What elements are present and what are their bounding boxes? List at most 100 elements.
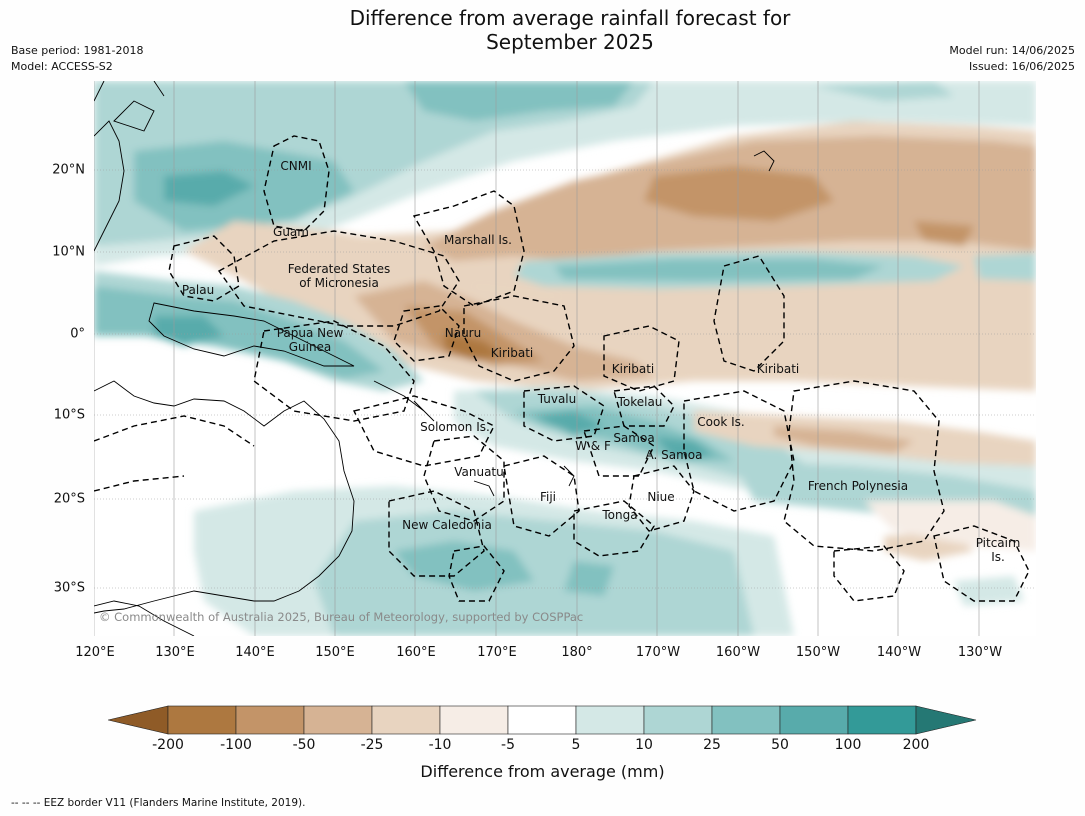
meta-right: Model run: 14/06/2025 Issued: 16/06/2025 — [949, 43, 1075, 75]
title-line-1: Difference from average rainfall forecas… — [349, 6, 791, 30]
base-period: Base period: 1981-2018 — [11, 44, 144, 57]
colorbar-tick-label: 5 — [571, 737, 581, 753]
lon-label-120e: 120°E — [75, 645, 115, 660]
colorbar-cells — [108, 705, 977, 735]
label-pitcairn-2: Is. — [991, 550, 1005, 564]
label-png-2: Guinea — [289, 340, 332, 354]
eez-palau — [168, 235, 240, 302]
model-name: Model: ACCESS-S2 — [11, 60, 113, 73]
coast-solomon — [373, 380, 435, 422]
label-palau: Palau — [182, 283, 214, 297]
colorbar-cell — [575, 705, 645, 735]
colorbar-tick-label: 10 — [635, 737, 653, 753]
meta-left: Base period: 1981-2018 Model: ACCESS-S2 — [11, 43, 143, 75]
lon-label-160e: 160°E — [396, 645, 436, 660]
label-solomon: Solomon Is. — [420, 420, 490, 434]
colorbar-cell — [847, 705, 917, 735]
label-american-samoa: A. Samoa — [646, 448, 703, 462]
colorbar-cell — [167, 705, 237, 735]
issued-date: Issued: 16/06/2025 — [968, 60, 1075, 73]
lon-label-160w: 160°W — [715, 645, 761, 660]
colorbar-cell — [507, 705, 577, 735]
eez-kiribati-east — [713, 255, 785, 372]
colorbar-tick-label: -100 — [220, 737, 252, 753]
label-pitcairn-1: Pitcairn — [976, 536, 1021, 550]
model-run: Model run: 14/06/2025 — [949, 44, 1075, 57]
lat-label-30s: 30°S — [53, 580, 85, 596]
eez-cnmi — [263, 135, 330, 232]
eez-norfolk — [448, 545, 505, 602]
label-french-polynesia: French Polynesia — [808, 479, 908, 493]
colorbar-cell — [371, 705, 441, 735]
label-kiribati-central: Kiribati — [612, 362, 654, 376]
eez-nauru — [393, 305, 460, 362]
label-niue: Niue — [647, 490, 674, 504]
eez-fiji — [503, 455, 580, 537]
label-tuvalu: Tuvalu — [537, 392, 577, 406]
colorbar-extend-high — [915, 705, 977, 735]
label-samoa: Samoa — [613, 431, 654, 445]
label-tonga: Tonga — [601, 508, 637, 522]
eez-tonga — [573, 500, 655, 557]
colorbar-tick-label: -200 — [152, 737, 184, 753]
anomaly-field — [94, 81, 1036, 636]
label-wf: W & F — [575, 439, 611, 453]
label-vanuatu: Vanuatu — [454, 465, 504, 479]
coast-hawaii — [753, 150, 775, 172]
lat-label-10n: 10°N — [52, 244, 85, 260]
coast-philippines — [94, 120, 125, 252]
colorbar — [108, 705, 977, 735]
label-fsm-2: of Micronesia — [299, 276, 379, 290]
colorbar-cell — [303, 705, 373, 735]
label-cook: Cook Is. — [697, 415, 744, 429]
coast-australia — [94, 380, 355, 614]
eez-cook — [683, 390, 795, 512]
eez-legend: -- -- -- EEZ border V11 (Flanders Marine… — [11, 797, 306, 809]
colorbar-extend-low — [108, 705, 169, 735]
copyright-text: © Commonwealth of Australia 2025, Bureau… — [99, 610, 583, 624]
colorbar-tick-label: 100 — [834, 737, 862, 753]
coast-new-guinea — [148, 302, 355, 367]
eez-fsm — [217, 230, 460, 327]
lat-label-10s: 10°S — [53, 407, 85, 423]
lat-label-eq: 0° — [70, 326, 85, 342]
lon-label-140w: 140°W — [876, 645, 922, 660]
eez-tuvalu — [523, 385, 605, 442]
label-kiribati-west: Kiribati — [491, 346, 533, 360]
eez-pitcairn — [933, 525, 1030, 602]
label-guam: Guam — [273, 225, 309, 239]
eez-australia — [94, 415, 255, 492]
eez-niue — [628, 465, 695, 532]
lon-label-180: 180° — [561, 645, 593, 660]
colorbar-tick-label: -10 — [428, 737, 452, 753]
lat-label-20s: 20°S — [53, 491, 85, 507]
eez-png — [253, 320, 415, 422]
lon-label-130w: 130°W — [957, 645, 1003, 660]
rainfall-map: CNMI Guam Marshall Is. Federated States … — [94, 81, 1036, 636]
label-png-1: Papua New — [277, 326, 344, 340]
place-labels: CNMI Guam Marshall Is. Federated States … — [182, 159, 1020, 564]
eez-french-polynesia — [783, 380, 945, 552]
eez-tokelau — [613, 385, 675, 427]
coastlines — [94, 81, 775, 636]
colorbar-tick-label: 200 — [902, 737, 930, 753]
label-fiji: Fiji — [540, 490, 556, 504]
eez-southern-polynesia — [833, 545, 905, 602]
eez-kiribati-central — [603, 325, 680, 392]
coast-north-islands — [94, 81, 165, 132]
colorbar-cell — [235, 705, 305, 735]
coast-small-islands — [473, 465, 575, 497]
colorbar-cell — [643, 705, 713, 735]
eez-vanuatu — [423, 435, 505, 522]
label-tokelau: Tokelau — [617, 395, 663, 409]
title-line-2: September 2025 — [486, 30, 654, 54]
colorbar-cell — [779, 705, 849, 735]
label-kiribati-east: Kiribati — [757, 362, 799, 376]
colorbar-tick-label: -25 — [360, 737, 384, 753]
colorbar-cell — [439, 705, 509, 735]
eez-marshall — [412, 190, 525, 307]
lon-label-140e: 140°E — [235, 645, 275, 660]
colorbar-cell — [711, 705, 781, 735]
label-marshall: Marshall Is. — [444, 233, 512, 247]
lon-label-170w: 170°W — [635, 645, 681, 660]
